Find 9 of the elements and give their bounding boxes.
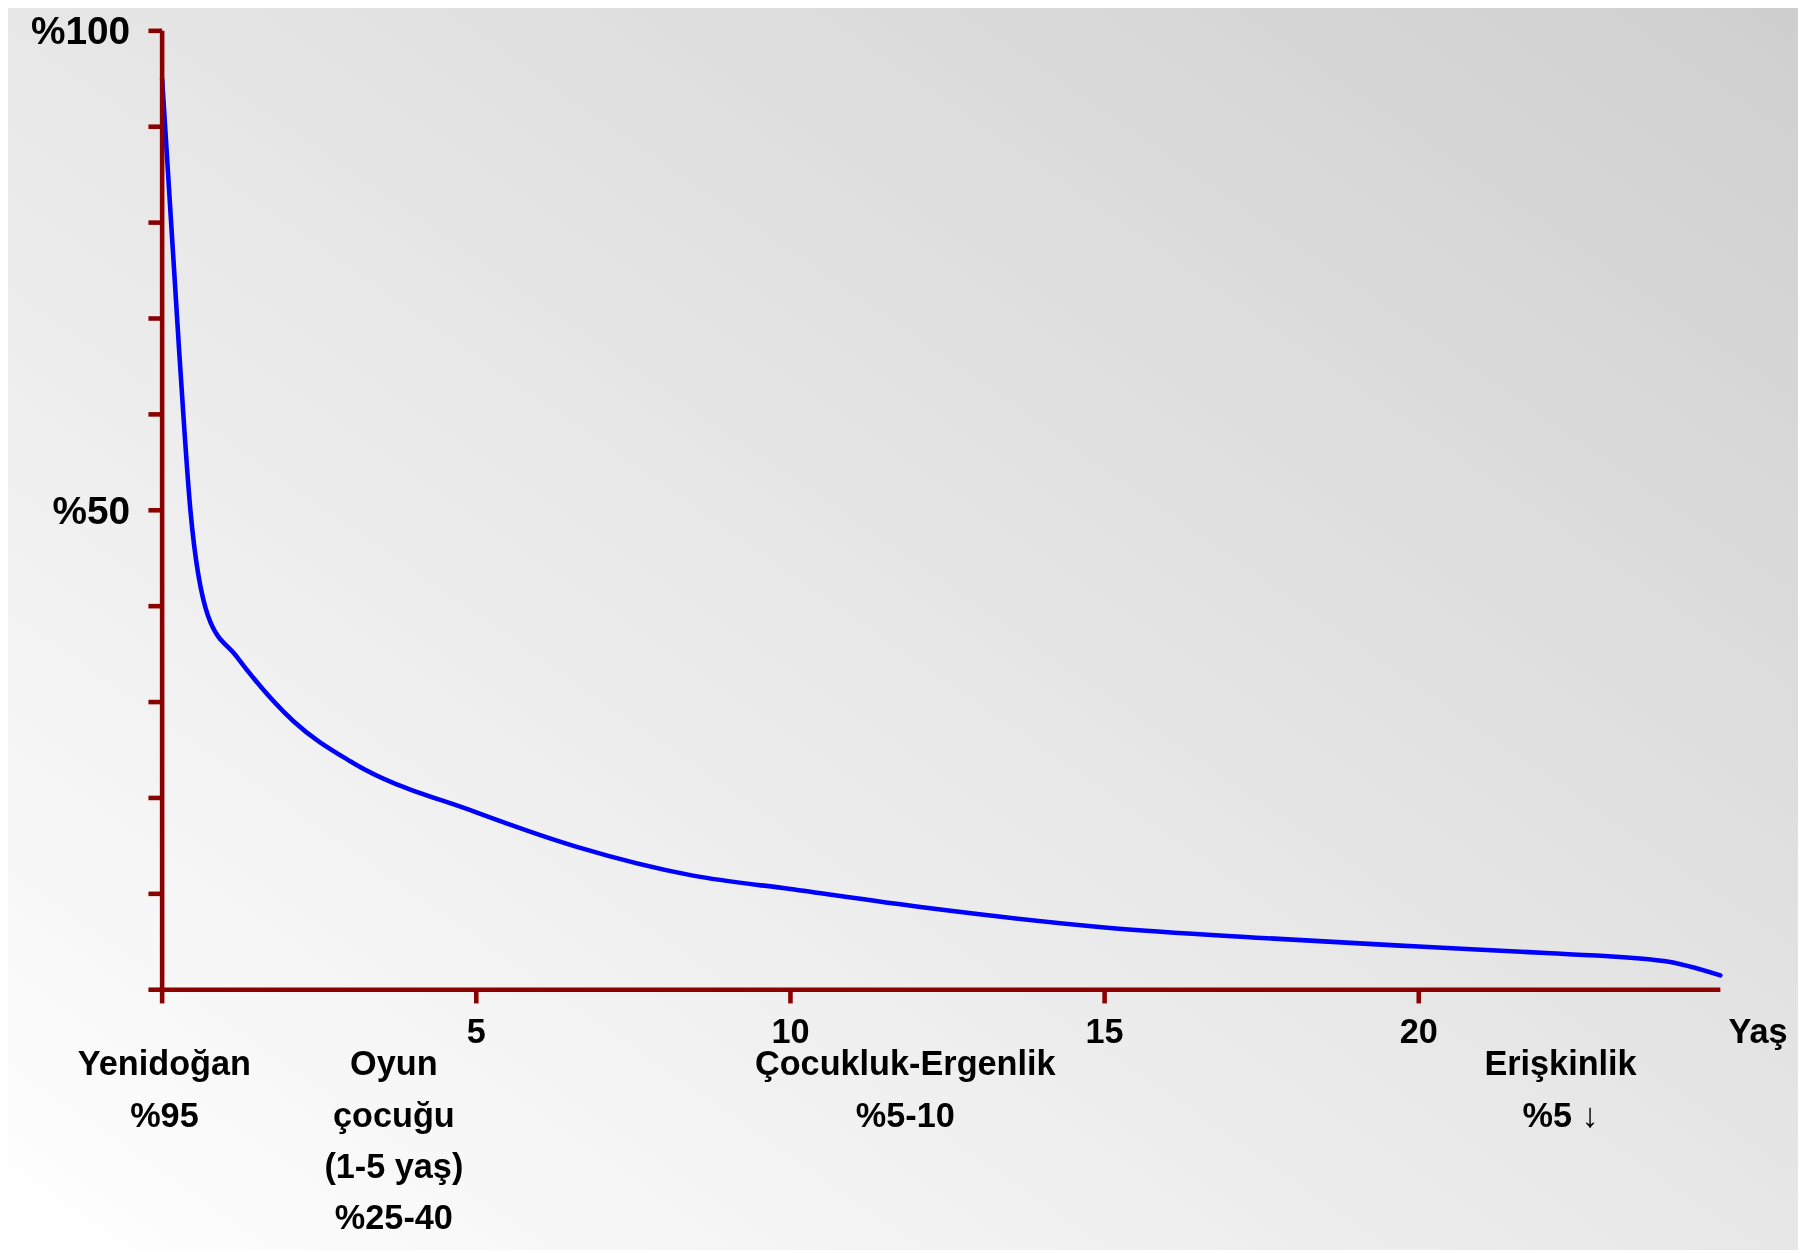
x-tick-label: 15 bbox=[1085, 1012, 1124, 1051]
text: Erişkinlik %5 ↓ bbox=[1484, 1044, 1638, 1134]
x-tick-label: 20 bbox=[1399, 1012, 1438, 1051]
text: Oyun çocuğu (1-5 yaş) %25-40 bbox=[324, 1044, 464, 1237]
y-tick-label: %50 bbox=[52, 488, 131, 532]
text: Yenidoğan %95 bbox=[77, 1044, 251, 1134]
x-tick-label: 5 bbox=[466, 1012, 486, 1051]
y-tick-label: %100 bbox=[30, 9, 131, 53]
x-axis-title: Yaş bbox=[1728, 1012, 1788, 1051]
